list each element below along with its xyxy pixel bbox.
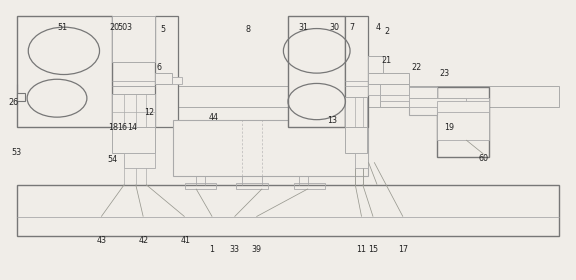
Bar xyxy=(346,97,367,127)
Text: 16: 16 xyxy=(118,123,127,132)
Text: 51: 51 xyxy=(58,23,68,32)
Bar xyxy=(380,84,408,107)
Bar xyxy=(346,127,367,153)
Text: 22: 22 xyxy=(412,63,422,72)
Text: 17: 17 xyxy=(398,245,408,254)
Text: 14: 14 xyxy=(127,123,137,132)
Text: 6: 6 xyxy=(156,63,161,72)
Text: 19: 19 xyxy=(444,123,454,132)
Bar xyxy=(369,73,408,84)
Text: 43: 43 xyxy=(96,236,106,245)
Bar xyxy=(17,93,25,101)
Text: 54: 54 xyxy=(108,155,118,164)
Text: 11: 11 xyxy=(357,245,366,254)
Bar xyxy=(437,98,489,140)
Bar xyxy=(408,87,437,115)
Text: 41: 41 xyxy=(181,236,191,245)
Text: 30: 30 xyxy=(329,23,339,32)
Text: 42: 42 xyxy=(138,236,148,245)
Text: 7: 7 xyxy=(350,23,355,32)
Bar xyxy=(173,120,369,176)
Text: 53: 53 xyxy=(12,148,22,157)
Text: 8: 8 xyxy=(245,25,251,34)
Bar xyxy=(155,73,172,84)
Bar xyxy=(437,87,489,157)
Text: 50: 50 xyxy=(118,23,127,32)
Text: 4: 4 xyxy=(376,23,381,32)
Bar xyxy=(355,153,368,168)
Text: 44: 44 xyxy=(209,113,218,122)
Text: 21: 21 xyxy=(382,56,392,65)
Bar xyxy=(437,101,489,112)
Bar xyxy=(17,86,559,107)
Bar xyxy=(369,56,383,73)
Text: 26: 26 xyxy=(8,98,18,107)
Bar xyxy=(369,84,380,95)
Text: 12: 12 xyxy=(144,108,154,117)
Text: 33: 33 xyxy=(230,245,240,254)
Bar xyxy=(155,16,177,127)
Text: 15: 15 xyxy=(368,245,378,254)
Bar xyxy=(288,16,346,127)
Text: 13: 13 xyxy=(327,116,337,125)
Bar xyxy=(236,183,268,189)
Text: 39: 39 xyxy=(251,245,262,254)
Text: 5: 5 xyxy=(160,25,165,34)
Text: 18: 18 xyxy=(108,123,118,132)
Text: 23: 23 xyxy=(440,69,450,78)
Text: 60: 60 xyxy=(478,154,488,163)
Bar xyxy=(346,16,369,127)
Bar xyxy=(112,127,155,153)
Bar xyxy=(112,94,155,127)
Bar xyxy=(112,16,155,62)
Text: 1: 1 xyxy=(210,245,215,254)
Text: 20: 20 xyxy=(109,23,120,32)
Text: 2: 2 xyxy=(385,27,390,36)
Bar xyxy=(17,185,559,236)
Bar xyxy=(184,183,216,189)
Bar xyxy=(172,77,182,84)
Bar xyxy=(17,16,112,127)
Bar xyxy=(294,183,325,189)
Text: 3: 3 xyxy=(127,23,132,32)
Bar xyxy=(408,98,466,107)
Bar xyxy=(408,87,437,98)
Bar xyxy=(124,153,155,168)
Text: 31: 31 xyxy=(298,23,309,32)
Bar xyxy=(380,95,420,101)
